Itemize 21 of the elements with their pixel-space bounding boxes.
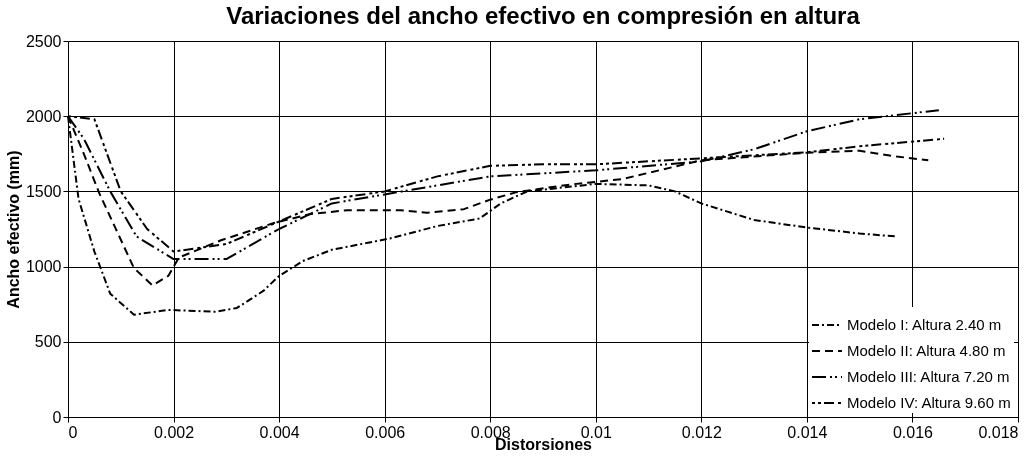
x-tick-label: 0 bbox=[68, 423, 78, 441]
y-tick-label: 1500 bbox=[25, 182, 62, 200]
y-tick-label: 1000 bbox=[25, 258, 62, 276]
y-tick-label: 500 bbox=[34, 333, 62, 351]
x-tick-label: 0.012 bbox=[681, 423, 722, 441]
legend-label: Modelo IV: Altura 9.60 m bbox=[847, 394, 1011, 411]
chart-title: Variaciones del ancho efectivo en compresión en altura bbox=[226, 2, 861, 29]
legend-label: Modelo I: Altura 2.40 m bbox=[847, 316, 1002, 333]
x-tick-label: 0.016 bbox=[892, 423, 934, 441]
x-tick-label: 0.006 bbox=[365, 423, 406, 441]
y-axis-title: Ancho efectivo (mm) bbox=[4, 150, 22, 309]
y-tick-label: 2000 bbox=[25, 107, 62, 125]
x-tick-label: 0.004 bbox=[259, 423, 300, 441]
y-tick-label: 2500 bbox=[25, 32, 62, 50]
legend-label: Modelo II: Altura 4.80 m bbox=[847, 342, 1006, 359]
legend-label: Modelo III: Altura 7.20 m bbox=[847, 368, 1010, 385]
x-tick-label: 0.014 bbox=[787, 423, 828, 441]
x-tick-label: 0.01 bbox=[580, 423, 612, 441]
x-tick-label: 0.002 bbox=[154, 423, 195, 441]
y-tick-label: 0 bbox=[52, 408, 62, 426]
x-tick-label: 0.018 bbox=[978, 423, 1019, 441]
